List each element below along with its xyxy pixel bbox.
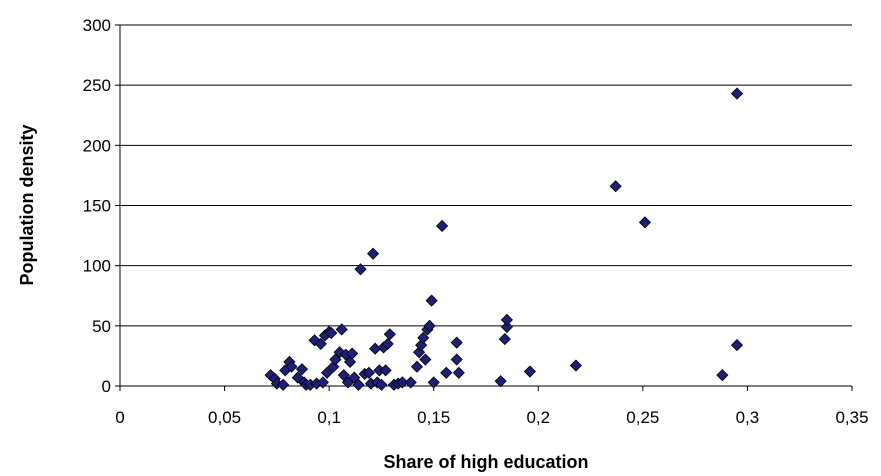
data-point: [730, 87, 744, 100]
data-point: [609, 180, 622, 193]
y-tick-label: 200: [83, 136, 111, 155]
data-point: [523, 365, 536, 378]
data-point: [450, 336, 463, 349]
data-point: [730, 339, 744, 352]
data-point: [379, 364, 392, 377]
gridlines: [115, 24, 853, 391]
data-point: [425, 294, 438, 307]
data-point: [500, 320, 513, 334]
data-point: [404, 376, 417, 389]
data-point: [427, 376, 440, 389]
y-tick-label: 100: [83, 257, 111, 276]
x-tick-label: 0,2: [526, 408, 550, 427]
data-point: [569, 359, 582, 372]
data-point: [314, 337, 327, 350]
data-point: [417, 331, 430, 344]
data-point: [352, 378, 365, 391]
y-tick-label: 50: [92, 317, 111, 336]
data-point: [316, 376, 329, 389]
x-tick-label: 0,1: [317, 408, 341, 427]
x-tick-labels: 0 0,05 0,1 0,15 0,2 0,25 0,3 0,35: [115, 408, 868, 427]
x-tick-label: 0: [115, 408, 124, 427]
data-point: [716, 369, 729, 382]
x-axis-title: Share of high education: [383, 452, 588, 472]
data-point: [638, 216, 652, 229]
data-point: [277, 378, 290, 391]
data-point: [498, 333, 511, 346]
y-axis-title: Population density: [17, 124, 37, 285]
data-point: [295, 363, 309, 376]
data-point: [381, 337, 394, 350]
y-tick-label: 300: [83, 16, 111, 35]
data-point: [325, 326, 338, 340]
x-tick-label: 0,3: [736, 408, 760, 427]
data-point: [423, 319, 436, 332]
data-point: [452, 366, 465, 379]
data-point: [366, 247, 380, 260]
data-point: [375, 378, 388, 391]
axes: [119, 25, 852, 387]
data-point: [500, 313, 513, 326]
data-point: [346, 347, 359, 360]
data-point: [354, 263, 367, 276]
x-tick-label: 0,15: [417, 408, 450, 427]
y-tick-labels: 0 50 100 150 200 250 300: [83, 16, 111, 396]
data-point: [362, 366, 375, 379]
data-point: [320, 366, 334, 379]
data-point: [440, 366, 453, 379]
data-point: [410, 360, 424, 373]
data-points: [264, 87, 744, 391]
data-point: [285, 360, 298, 373]
x-tick-label: 0,05: [208, 408, 241, 427]
x-tick-label: 0,35: [835, 408, 868, 427]
data-point: [419, 353, 432, 366]
data-point: [333, 346, 346, 359]
data-point: [383, 328, 396, 341]
data-point: [343, 355, 357, 368]
y-tick-label: 0: [102, 377, 111, 396]
x-tick-label: 0,25: [626, 408, 659, 427]
y-tick-label: 250: [83, 76, 111, 95]
data-point: [396, 376, 409, 389]
data-point: [450, 353, 463, 366]
data-point: [436, 219, 449, 233]
y-tick-label: 150: [83, 197, 111, 216]
data-point: [494, 375, 507, 388]
data-point: [335, 323, 348, 336]
